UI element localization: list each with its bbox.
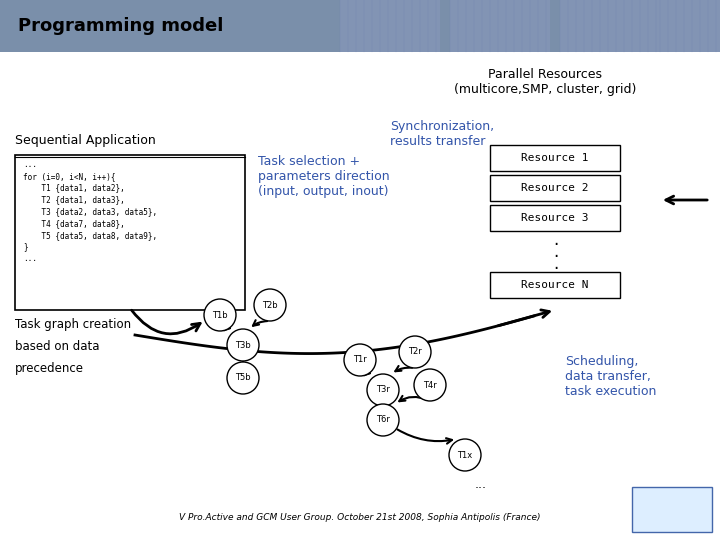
Text: Resource 2: Resource 2 <box>521 183 589 193</box>
FancyArrowPatch shape <box>362 370 370 375</box>
Circle shape <box>449 439 481 471</box>
Text: based on data: based on data <box>15 340 99 353</box>
Bar <box>450 0 550 52</box>
Text: T2b: T2b <box>262 300 278 309</box>
Circle shape <box>227 362 259 394</box>
FancyArrowPatch shape <box>397 429 452 444</box>
Text: Resource 1: Resource 1 <box>521 153 589 163</box>
Circle shape <box>204 299 236 331</box>
Text: ...: ... <box>475 478 487 491</box>
Text: Resource 3: Resource 3 <box>521 213 589 223</box>
Text: Programming model: Programming model <box>18 17 223 35</box>
Bar <box>490 175 620 201</box>
Text: precedence: precedence <box>15 362 84 375</box>
Bar <box>15 155 245 310</box>
Text: Parallel Resources
(multicore,SMP, cluster, grid): Parallel Resources (multicore,SMP, clust… <box>454 68 636 96</box>
Text: T3b: T3b <box>235 341 251 349</box>
Text: Sequential Application: Sequential Application <box>15 134 156 147</box>
FancyArrowPatch shape <box>132 310 200 334</box>
Text: Task selection +
parameters direction
(input, output, inout): Task selection + parameters direction (i… <box>258 155 390 198</box>
FancyArrowPatch shape <box>240 354 246 361</box>
Text: T3r: T3r <box>376 386 390 395</box>
FancyArrowPatch shape <box>253 320 267 326</box>
FancyArrowPatch shape <box>400 396 428 401</box>
Circle shape <box>344 344 376 376</box>
Text: T1x: T1x <box>457 450 472 460</box>
Text: T4r: T4r <box>423 381 437 389</box>
Text: Task graph creation: Task graph creation <box>15 318 131 331</box>
Bar <box>490 205 620 231</box>
FancyArrowPatch shape <box>222 325 230 330</box>
Text: T2r: T2r <box>408 348 422 356</box>
Bar <box>660 0 720 52</box>
Bar <box>0 0 720 52</box>
Text: .: . <box>554 231 559 249</box>
Bar <box>490 145 620 171</box>
Text: T1b: T1b <box>212 310 228 320</box>
Bar <box>340 0 440 52</box>
Text: .: . <box>554 243 559 261</box>
Text: Synchronization,
results transfer: Synchronization, results transfer <box>390 120 494 148</box>
Bar <box>490 272 620 298</box>
Text: .: . <box>554 255 559 273</box>
Text: Resource N: Resource N <box>521 280 589 290</box>
Circle shape <box>367 404 399 436</box>
Text: V Pro.Active and GCM User Group. October 21st 2008, Sophia Antipolis (France): V Pro.Active and GCM User Group. October… <box>179 513 541 522</box>
Circle shape <box>227 329 259 361</box>
Text: T1r: T1r <box>353 355 367 364</box>
Text: Scheduling,
data transfer,
task execution: Scheduling, data transfer, task executio… <box>565 355 657 398</box>
FancyArrowPatch shape <box>666 196 707 204</box>
Circle shape <box>367 374 399 406</box>
FancyArrowPatch shape <box>380 406 386 412</box>
Text: ...
for (i=0, i<N, i++){
    T1 {data1, data2},
    T2 {data1, data3},
    T3 {d: ... for (i=0, i<N, i++){ T1 {data1, data… <box>23 160 157 264</box>
Text: T5b: T5b <box>235 374 251 382</box>
Bar <box>560 0 660 52</box>
Circle shape <box>254 289 286 321</box>
Circle shape <box>399 336 431 368</box>
Text: T6r: T6r <box>376 415 390 424</box>
Circle shape <box>414 369 446 401</box>
FancyArrowPatch shape <box>498 310 549 326</box>
FancyArrowPatch shape <box>395 366 413 371</box>
Bar <box>632 487 712 532</box>
Text: ASC
Logo: ASC Logo <box>662 503 682 516</box>
